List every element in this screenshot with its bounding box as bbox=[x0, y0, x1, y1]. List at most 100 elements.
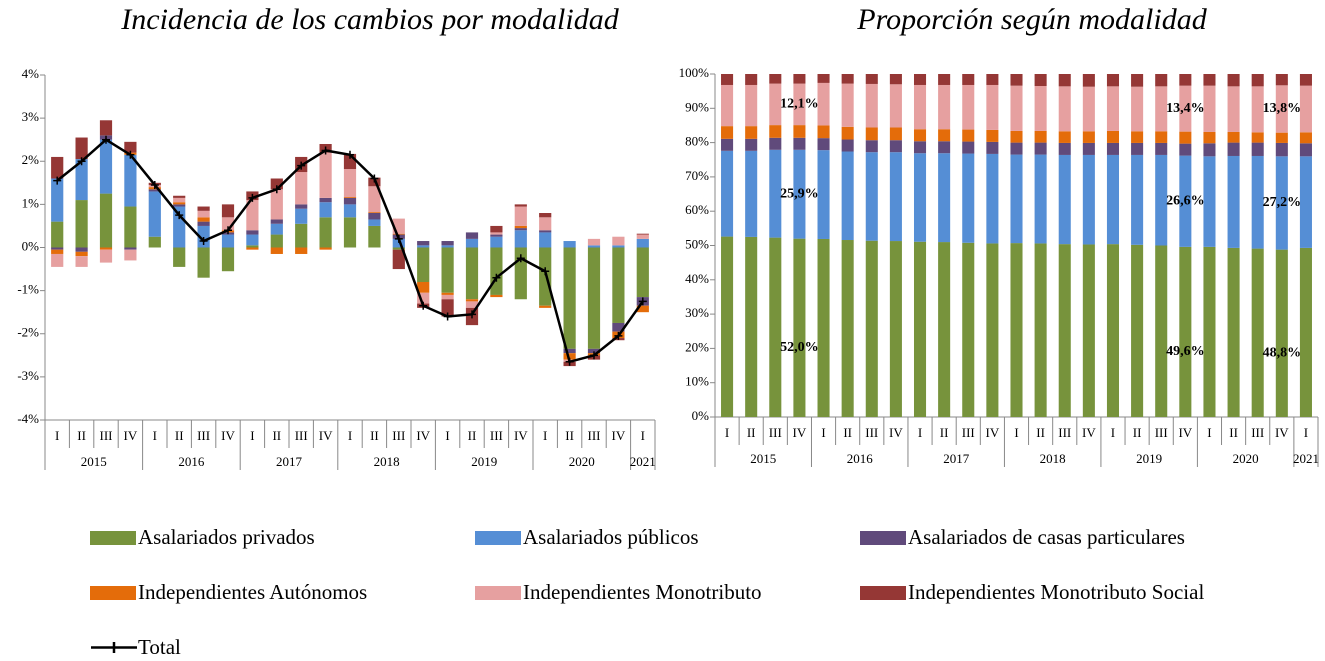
x-tick-label: I bbox=[918, 425, 922, 440]
bar-segment bbox=[841, 74, 854, 84]
bar-segment bbox=[51, 221, 64, 248]
x-tick-label: I bbox=[348, 428, 352, 443]
total-marker bbox=[321, 146, 330, 155]
bar-segment bbox=[1251, 86, 1264, 133]
bar-segment bbox=[962, 153, 975, 243]
bar-segment bbox=[745, 138, 758, 151]
bar-segment bbox=[1299, 74, 1312, 86]
x-tick-label: II bbox=[1229, 425, 1238, 440]
bar-segment bbox=[319, 247, 332, 250]
bar-segment bbox=[148, 189, 161, 192]
bar-segment bbox=[1155, 74, 1168, 87]
x-tick-label: III bbox=[588, 428, 601, 443]
value-label: 12,1% bbox=[780, 97, 819, 112]
bar-segment bbox=[197, 221, 210, 226]
bar-segment bbox=[539, 305, 552, 308]
bar-segment bbox=[721, 74, 734, 85]
bar-segment bbox=[1299, 143, 1312, 157]
y-tick-label: 0% bbox=[692, 408, 710, 423]
bar-segment bbox=[319, 197, 332, 203]
x-tick-label: IV bbox=[514, 428, 528, 443]
bar-segment bbox=[769, 137, 782, 150]
x-tick-label: I bbox=[153, 428, 157, 443]
x-tick-label: II bbox=[747, 425, 756, 440]
bar-segment bbox=[319, 202, 332, 218]
bar-segment bbox=[962, 74, 975, 85]
bar-segment bbox=[319, 152, 332, 198]
bar-segment bbox=[1034, 154, 1047, 244]
bar-segment bbox=[465, 247, 479, 300]
bar-segment bbox=[1155, 142, 1168, 155]
bar-segment bbox=[343, 197, 357, 205]
legend-swatch bbox=[475, 586, 521, 600]
bar-segment bbox=[490, 247, 503, 295]
bar-segment bbox=[793, 125, 806, 138]
bar-segment bbox=[75, 251, 88, 257]
bar-segment bbox=[817, 82, 830, 126]
bar-segment bbox=[392, 247, 405, 250]
bar-segment bbox=[986, 153, 999, 244]
y-tick-label: -2% bbox=[17, 325, 39, 340]
total-marker bbox=[492, 273, 501, 282]
bar-segment bbox=[270, 223, 283, 235]
bar-segment bbox=[636, 238, 649, 248]
total-marker bbox=[77, 157, 86, 166]
bar-segment bbox=[721, 126, 734, 139]
bar-segment bbox=[1179, 155, 1192, 247]
x-tick-label: IV bbox=[221, 428, 235, 443]
bar-segment bbox=[417, 292, 430, 304]
bar-segment bbox=[1131, 154, 1144, 245]
bar-segment bbox=[417, 282, 430, 293]
bar-segment bbox=[51, 247, 64, 250]
bar-segment bbox=[721, 84, 734, 127]
bar-segment bbox=[197, 225, 210, 248]
legend-item: Independientes Monotributo bbox=[475, 579, 823, 606]
bar-segment bbox=[769, 125, 782, 138]
x-tick-label: I bbox=[1111, 425, 1115, 440]
bar-segment bbox=[1010, 74, 1023, 86]
x-tick-label: III bbox=[865, 425, 878, 440]
x-group-label: 2019 bbox=[471, 454, 497, 469]
bar-segment bbox=[1010, 130, 1023, 143]
bar-segment bbox=[465, 232, 479, 239]
bar-segment bbox=[563, 353, 576, 360]
y-tick-label: 20% bbox=[685, 339, 709, 354]
value-label: 49,6% bbox=[1166, 344, 1205, 359]
bar-segment bbox=[817, 125, 830, 139]
bar-segment bbox=[841, 139, 854, 152]
bar-segment bbox=[1155, 245, 1168, 417]
bar-segment bbox=[1275, 249, 1288, 417]
bar-segment bbox=[913, 74, 927, 85]
value-label: 13,8% bbox=[1263, 101, 1302, 116]
bar-segment bbox=[197, 217, 210, 222]
legend-swatch bbox=[90, 586, 136, 600]
bar-segment bbox=[295, 204, 308, 209]
bar-segment bbox=[221, 234, 235, 248]
x-tick-label: II bbox=[1036, 425, 1045, 440]
x-tick-label: IV bbox=[1275, 425, 1289, 440]
bar-segment bbox=[1227, 86, 1240, 132]
bar-segment bbox=[1106, 142, 1120, 155]
bar-segment bbox=[1275, 156, 1288, 250]
legend-swatch bbox=[90, 531, 136, 545]
x-tick-label: I bbox=[543, 428, 547, 443]
bar-segment bbox=[319, 217, 332, 248]
bar-segment bbox=[889, 241, 902, 417]
x-tick-label: III bbox=[197, 428, 210, 443]
bar-segment bbox=[1275, 74, 1288, 86]
bar-segment bbox=[1155, 154, 1168, 246]
y-tick-label: 2% bbox=[22, 152, 40, 167]
x-group-label: 2020 bbox=[1233, 451, 1259, 466]
bar-segment bbox=[721, 138, 734, 151]
legend-swatch bbox=[860, 531, 906, 545]
bar-segment bbox=[986, 141, 999, 154]
legend-item: Independientes Monotributo Social bbox=[860, 579, 1208, 606]
bar-segment bbox=[636, 233, 649, 235]
bar-segment bbox=[99, 120, 113, 136]
bar-segment bbox=[865, 152, 878, 241]
bar-segment bbox=[1106, 154, 1120, 245]
x-tick-label: III bbox=[295, 428, 308, 443]
bar-segment bbox=[124, 247, 137, 250]
bar-segment bbox=[986, 84, 999, 130]
